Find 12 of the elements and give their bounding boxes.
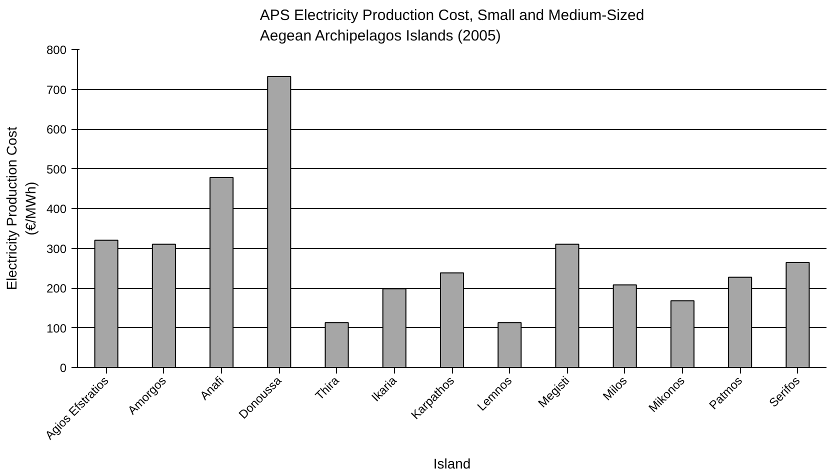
y-tick-label: 400 [46,202,67,216]
y-tick-label: 0 [60,361,67,375]
y-tick-label: 800 [46,43,67,57]
y-tick-label: 500 [46,162,67,176]
x-axis-title: Island [433,455,471,472]
y-tick-label: 100 [46,321,67,336]
y-tick-label: 600 [46,122,67,136]
chart-title: APS Electricity Production Cost, Small and Medium-Sized Aegean Archipelagos Islands (2005) [260,7,644,44]
y-tick-label: 300 [46,242,67,256]
y-tick-label: 700 [46,82,67,97]
y-tick-label: 200 [46,282,67,296]
y-axis-title: Electricity Production Cost (€/MWh) [3,126,38,290]
